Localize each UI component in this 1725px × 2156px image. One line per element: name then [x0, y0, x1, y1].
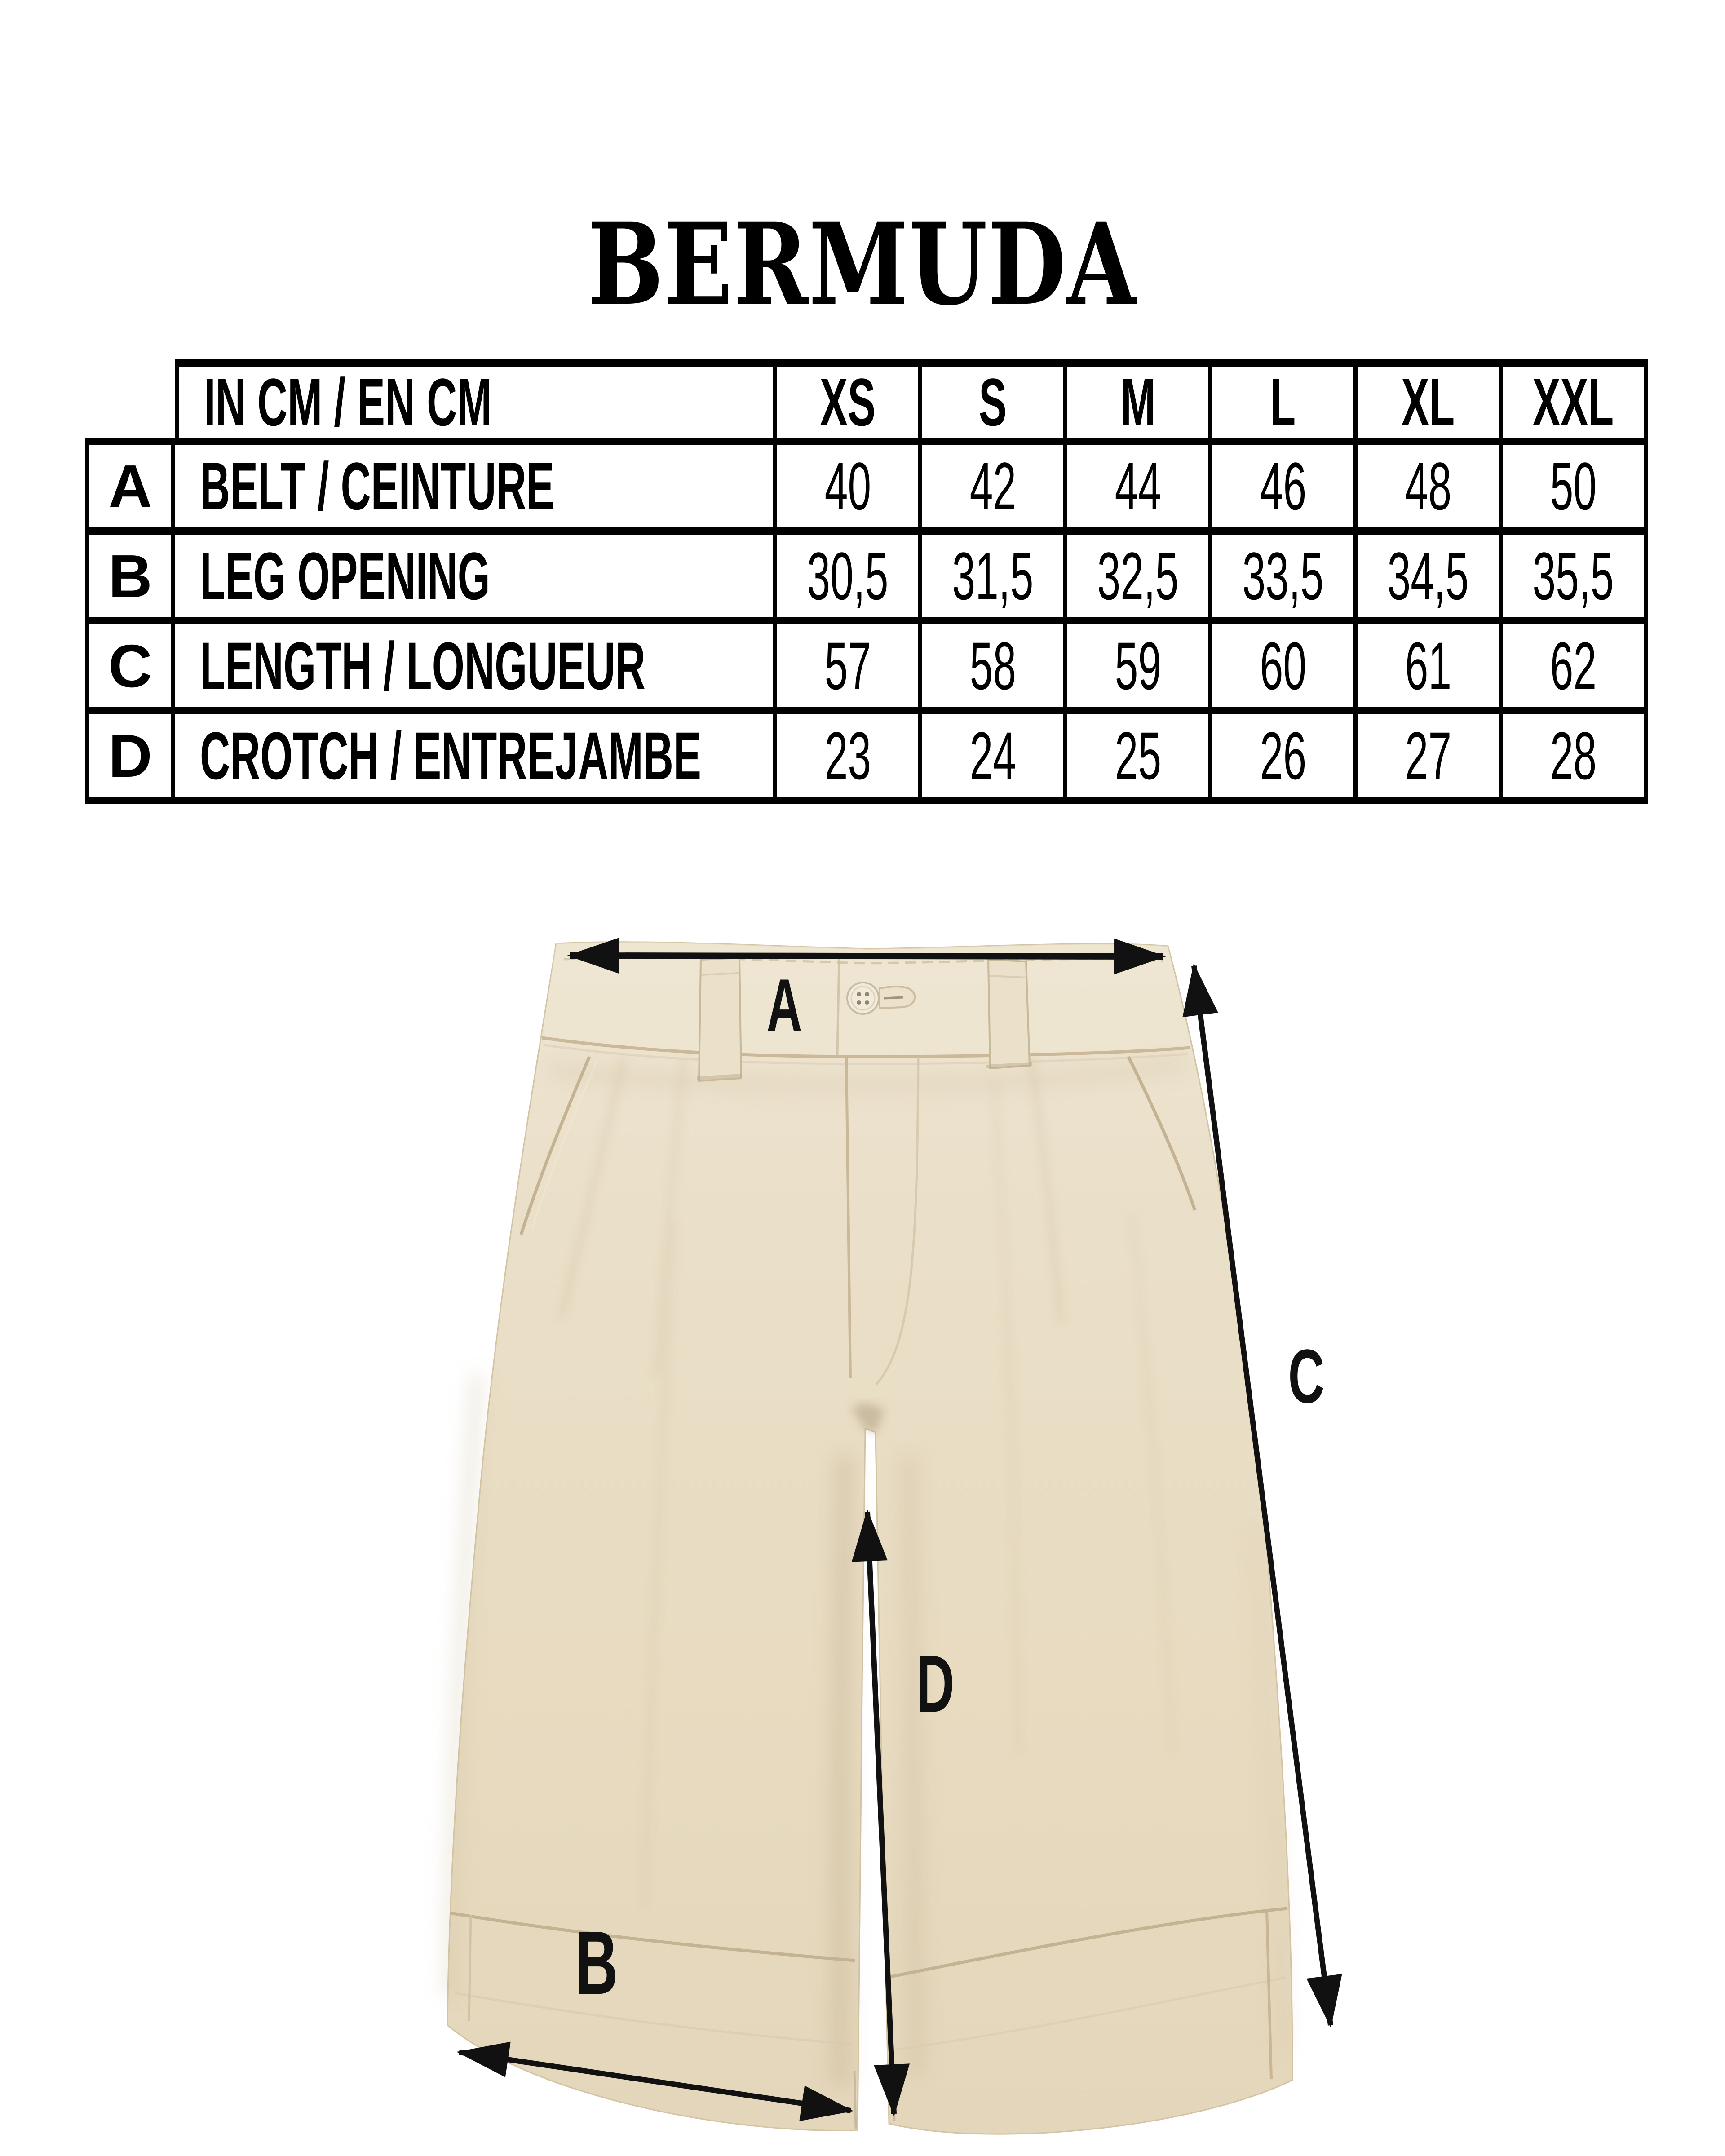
row-0-value-0: 40: [777, 445, 922, 535]
header-size-4: XL: [1358, 359, 1503, 445]
row-0-value-1: 42: [922, 445, 1067, 535]
belt-loops: [697, 956, 1033, 1082]
row-0-label: BELT / CEINTURE: [175, 445, 777, 535]
row-3-value-1: 24: [922, 714, 1067, 804]
row-2-value-5: 62: [1503, 624, 1648, 714]
measure-arrows: [456, 938, 1342, 2121]
row-2-value-2: 59: [1067, 624, 1212, 714]
row-2-letter: C: [85, 624, 175, 714]
belt-loop-left: [698, 956, 743, 1082]
measure-label-d: D: [916, 1639, 955, 1729]
row-2-value-3: 60: [1212, 624, 1358, 714]
size-table: IN CM / EN CM XS S M L XL XXL A BELT / C…: [85, 359, 1648, 804]
row-3-value-5: 28: [1503, 714, 1648, 804]
row-1-value-0: 30,5: [777, 535, 922, 624]
crotch-shadow: [851, 1403, 884, 1433]
row-3-value-4: 27: [1358, 714, 1503, 804]
row-3-value-0: 23: [777, 714, 922, 804]
measure-arrow-length: [1182, 963, 1342, 2028]
measure-arrow-crotch: [851, 1509, 910, 2116]
measure-labels: A B C D: [575, 963, 1324, 2013]
table-corner-spacer: [85, 359, 175, 445]
measure-label-b: B: [575, 1913, 618, 2013]
row-1-label: LEG OPENING: [175, 535, 777, 624]
header-size-3: L: [1212, 359, 1358, 445]
pocket-left-highlight: [531, 1060, 598, 1230]
row-2-value-4: 61: [1358, 624, 1503, 714]
row-3-label: CROTCH / ENTREJAMBE: [175, 714, 777, 804]
measure-arrow-leg-opening: [456, 2041, 854, 2121]
waistband-seam: [541, 1036, 1191, 1058]
header-size-0: XS: [777, 359, 922, 445]
waistband-seam-shadow: [543, 1044, 1188, 1065]
header-size-5: XXL: [1503, 359, 1648, 445]
waistband-button: [846, 982, 916, 1015]
page-title: BERMUDA: [0, 208, 1725, 320]
measure-label-a: A: [767, 963, 802, 1046]
row-3-letter: D: [85, 714, 175, 804]
row-1-value-1: 31,5: [922, 535, 1067, 624]
row-0-value-4: 48: [1358, 445, 1503, 535]
row-3-value-2: 25: [1067, 714, 1212, 804]
row-0-value-2: 44: [1067, 445, 1212, 535]
row-1-letter: B: [85, 535, 175, 624]
header-size-1: S: [922, 359, 1067, 445]
row-2-label: LENGTH / LONGUEUR: [175, 624, 777, 714]
row-1-value-3: 33,5: [1212, 535, 1358, 624]
header-unit-cell: IN CM / EN CM: [175, 359, 777, 445]
row-1-value-2: 32,5: [1067, 535, 1212, 624]
fly-seam-left: [845, 1056, 852, 1379]
row-1-value-5: 35,5: [1503, 535, 1648, 624]
pocket-left: [519, 1056, 591, 1235]
pleat-creases: [559, 1057, 1173, 1909]
row-1-value-4: 34,5: [1358, 535, 1503, 624]
row-0-value-5: 50: [1503, 445, 1648, 535]
measure-label-c: C: [1288, 1334, 1324, 1419]
fly-seam-right: [875, 1056, 920, 1386]
row-2-value-1: 58: [922, 624, 1067, 714]
header-size-2: M: [1067, 359, 1212, 445]
row-2-value-0: 57: [777, 624, 922, 714]
row-3-value-3: 26: [1212, 714, 1358, 804]
row-0-value-3: 46: [1212, 445, 1358, 535]
page-title-text: BERMUDA: [588, 198, 1137, 330]
row-0-letter: A: [85, 445, 175, 535]
